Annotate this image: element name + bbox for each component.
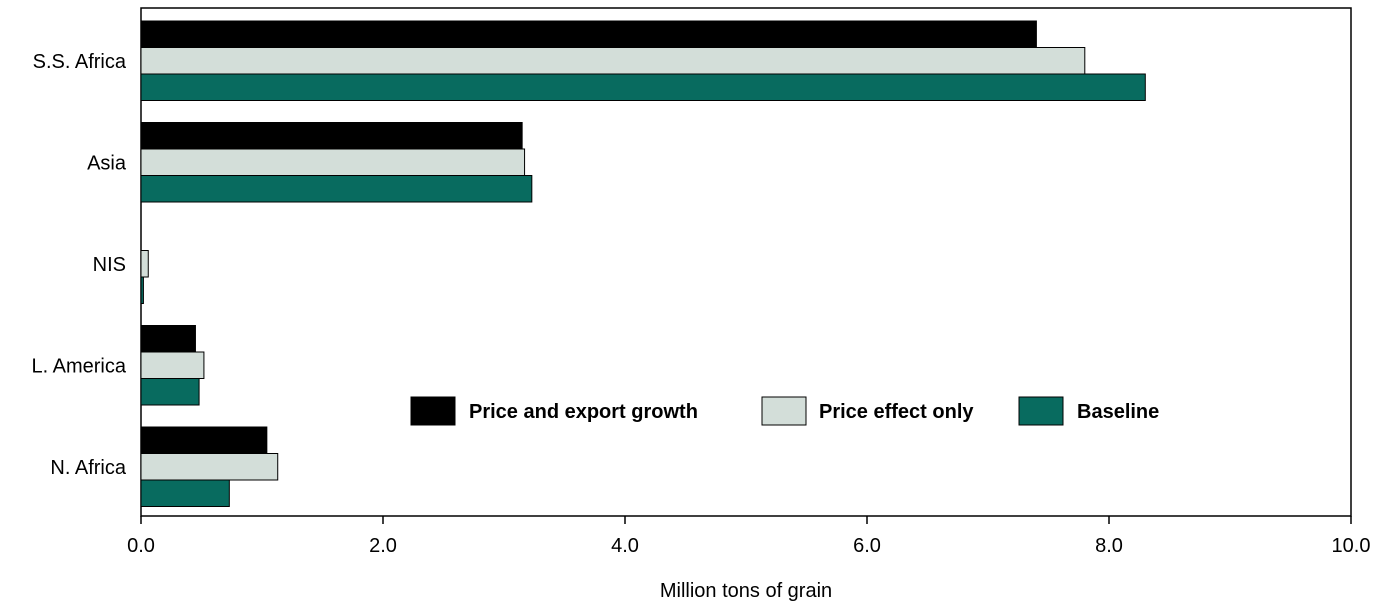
x-tick-label: 2.0 [369, 535, 397, 557]
x-tick-label: 8.0 [1095, 535, 1123, 557]
category-label: S.S. Africa [33, 51, 127, 73]
bar-1-0 [140, 122, 523, 150]
legend-swatch [410, 396, 456, 426]
bars [140, 20, 1146, 507]
legend-swatch [761, 396, 807, 426]
bar-2-1 [140, 250, 149, 278]
category-label: NIS [93, 254, 126, 276]
bar-3-2 [140, 378, 200, 406]
x-tick-label: 4.0 [611, 535, 639, 557]
category-label: Asia [87, 152, 127, 174]
bar-0-1 [140, 47, 1086, 75]
bar-4-2 [140, 479, 230, 507]
bar-4-0 [140, 426, 268, 454]
bar-2-2 [140, 276, 144, 304]
category-label: L. America [32, 355, 127, 377]
bar-1-1 [140, 148, 526, 176]
bar-3-0 [140, 325, 196, 353]
legend: Price and export growth Price effect only… [410, 396, 1159, 426]
bar-4-1 [140, 453, 279, 481]
category-labels: S.S. Africa Asia NIS L. America N. Africa [32, 51, 127, 479]
bar-0-2 [140, 73, 1146, 101]
bar-0-0 [140, 20, 1037, 48]
bar-3-1 [140, 351, 205, 379]
x-axis-title: Million tons of grain [660, 580, 832, 602]
legend-swatch [1018, 396, 1064, 426]
category-label: N. Africa [50, 457, 126, 479]
x-axis-ticks: 0.0 2.0 4.0 6.0 8.0 10.0 [127, 516, 1370, 557]
legend-label: Price effect only [819, 401, 974, 423]
legend-label: Baseline [1077, 401, 1159, 423]
legend-label: Price and export growth [469, 401, 698, 423]
x-tick-label: 10.0 [1332, 535, 1371, 557]
x-tick-label: 6.0 [853, 535, 881, 557]
x-tick-label: 0.0 [127, 535, 155, 557]
bar-1-2 [140, 175, 533, 203]
